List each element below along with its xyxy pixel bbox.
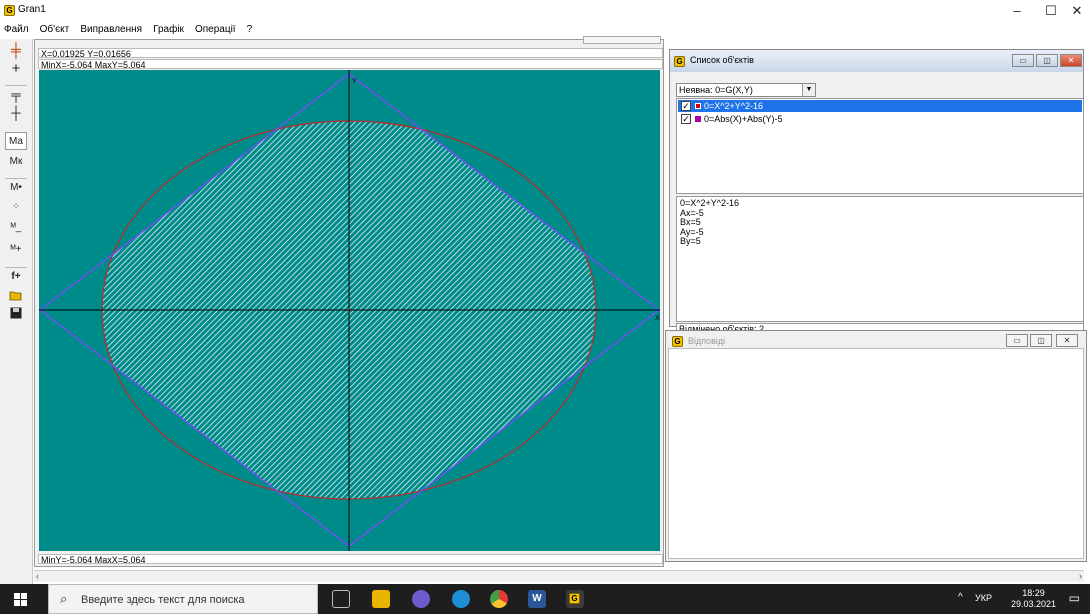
- open-folder-icon[interactable]: [5, 289, 27, 307]
- graph-window-buttons[interactable]: [583, 36, 661, 44]
- objects-restore-button[interactable]: ◫: [1036, 54, 1058, 67]
- objects-window-title: Список об'єктів: [690, 55, 754, 65]
- windows-start-icon[interactable]: [14, 593, 27, 609]
- menu-operations[interactable]: Операції: [194, 24, 236, 35]
- answers-content: [668, 348, 1084, 559]
- task-view-icon[interactable]: [332, 590, 350, 608]
- file-explorer-icon[interactable]: [372, 590, 390, 608]
- property-line: Ax=-5: [680, 207, 704, 218]
- crosshair-icon[interactable]: +: [11, 60, 21, 77]
- save-disk-icon[interactable]: [5, 307, 27, 325]
- m-plus-icon[interactable]: ᴹ+: [10, 244, 22, 255]
- left-toolbar: ╪ + ╤ ┼ Ma Mк M• ⁘ ᴹ_ ᴹ+ f+: [0, 39, 33, 584]
- answers-restore-button[interactable]: ◫: [1030, 334, 1052, 347]
- viber-icon[interactable]: [412, 590, 430, 608]
- scroll-right-icon[interactable]: ›: [1079, 571, 1082, 581]
- objects-window: G Список об'єктів ▭ ◫ ✕ Неявна: 0=G(X,Y)…: [669, 49, 1084, 334]
- maximize-button[interactable]: ☐: [1045, 3, 1057, 18]
- cross-tick-icon[interactable]: ╤: [5, 85, 27, 103]
- window-title: Gran1: [18, 4, 46, 15]
- horizontal-scrollbar[interactable]: ‹ ›: [34, 570, 1084, 582]
- x-axis-label: X: [655, 315, 660, 322]
- clock-time: 18:29: [1022, 588, 1045, 598]
- answers-window-icon: G: [672, 336, 683, 347]
- objects-window-titlebar: G Список об'єктів ▭ ◫ ✕: [670, 50, 1083, 72]
- objects-close-button[interactable]: ✕: [1060, 54, 1082, 67]
- object-label: 0=Abs(X)+Abs(Y)-5: [704, 114, 783, 124]
- chrome-icon[interactable]: [490, 590, 508, 608]
- object-properties: 0=X^2+Y^2-16 Ax=-5 Bx=5 Ay=-5 By=5: [676, 196, 1084, 322]
- cross-plus-icon[interactable]: ┼: [11, 105, 21, 120]
- close-button[interactable]: ✕: [1071, 3, 1083, 18]
- word-icon[interactable]: W: [528, 590, 546, 608]
- answers-close-button[interactable]: ✕: [1056, 334, 1078, 347]
- search-placeholder: Введите здесь текст для поиска: [81, 594, 245, 606]
- notification-icon[interactable]: ▭: [1068, 591, 1080, 605]
- gran-app-icon[interactable]: G: [566, 590, 584, 608]
- menu-graph[interactable]: Графік: [153, 24, 184, 35]
- menu-edit[interactable]: Виправлення: [80, 24, 143, 35]
- menu-bar: Файл Об'єкт Виправлення Графік Операції …: [0, 22, 1090, 39]
- bottom-range-label: MinY=-5.064 MaxX=5.064: [38, 554, 663, 565]
- target-cross-icon[interactable]: ╪: [11, 42, 21, 58]
- property-line: By=5: [680, 236, 701, 246]
- top-range-label: MinX=-5.064 MaxY=5.064: [38, 59, 663, 70]
- origin-marker: +: [346, 306, 351, 316]
- clock[interactable]: 18:29 29.03.2021: [1011, 588, 1056, 610]
- clock-date: 29.03.2021: [1010, 599, 1056, 609]
- object-list[interactable]: ✓ 0=X^2+Y^2-16 ✓ 0=Abs(X)+Abs(Y)-5: [676, 98, 1084, 194]
- scatter-icon[interactable]: ⁘: [12, 201, 20, 211]
- plot-svg[interactable]: X Y +: [38, 70, 661, 551]
- y-axis-label: Y: [352, 78, 357, 85]
- object-type-select[interactable]: Неявна: 0=G(X,Y) ▼: [676, 83, 816, 97]
- language-indicator[interactable]: УКР: [975, 593, 992, 603]
- answers-minimize-button[interactable]: ▭: [1006, 334, 1028, 347]
- scroll-left-icon[interactable]: ‹: [36, 571, 39, 581]
- app-icon: G: [4, 5, 15, 16]
- f-plus-icon[interactable]: f+: [5, 267, 27, 285]
- m-dot-icon[interactable]: M•: [5, 178, 27, 196]
- graph-window: X=0.01925 Y=0.01656 MinX=-5.064 MaxY=5.0…: [34, 36, 664, 567]
- search-icon: ⌕: [60, 591, 68, 606]
- objects-window-icon: G: [674, 56, 685, 67]
- mk-icon[interactable]: Mк: [9, 156, 23, 167]
- list-item[interactable]: ✓ 0=X^2+Y^2-16: [678, 100, 1082, 112]
- menu-object[interactable]: Об'єкт: [39, 24, 70, 35]
- chevron-down-icon[interactable]: ▼: [802, 84, 815, 96]
- minimize-button[interactable]: –: [1013, 3, 1021, 18]
- property-line: Ay=-5: [680, 226, 704, 237]
- menu-help[interactable]: ?: [246, 24, 253, 35]
- answers-window-title: Відповіді: [688, 336, 726, 346]
- title-bar: G Gran1 – ☐ ✕: [0, 0, 1090, 22]
- object-label: 0=X^2+Y^2-16: [704, 101, 763, 111]
- list-item[interactable]: ✓ 0=Abs(X)+Abs(Y)-5: [678, 113, 1082, 125]
- property-line: 0=X^2+Y^2-16: [680, 198, 739, 208]
- property-line: Bx=5: [680, 217, 701, 227]
- taskbar: ⌕ Введите здесь текст для поиска W G ^ У…: [0, 584, 1090, 614]
- taskbar-search[interactable]: ⌕ Введите здесь текст для поиска: [48, 584, 318, 614]
- tray-chevron-icon[interactable]: ^: [958, 592, 963, 603]
- answers-window: G Відповіді ▭ ◫ ✕: [665, 330, 1087, 562]
- ma-icon[interactable]: Ma: [5, 132, 27, 150]
- menu-file[interactable]: Файл: [4, 24, 29, 35]
- m-minus-icon[interactable]: ᴹ_: [10, 222, 22, 233]
- objects-minimize-button[interactable]: ▭: [1012, 54, 1034, 67]
- plot-area[interactable]: X Y +: [38, 70, 661, 551]
- checkbox[interactable]: ✓: [681, 114, 691, 124]
- checkbox[interactable]: ✓: [681, 101, 691, 111]
- cursor-coordinates: X=0.01925 Y=0.01656: [38, 48, 663, 59]
- edge-icon[interactable]: [452, 590, 470, 608]
- color-swatch: [695, 103, 701, 109]
- color-swatch: [695, 116, 701, 122]
- object-type-value: Неявна: 0=G(X,Y): [679, 85, 753, 95]
- gran-app-glyph: G: [569, 593, 580, 604]
